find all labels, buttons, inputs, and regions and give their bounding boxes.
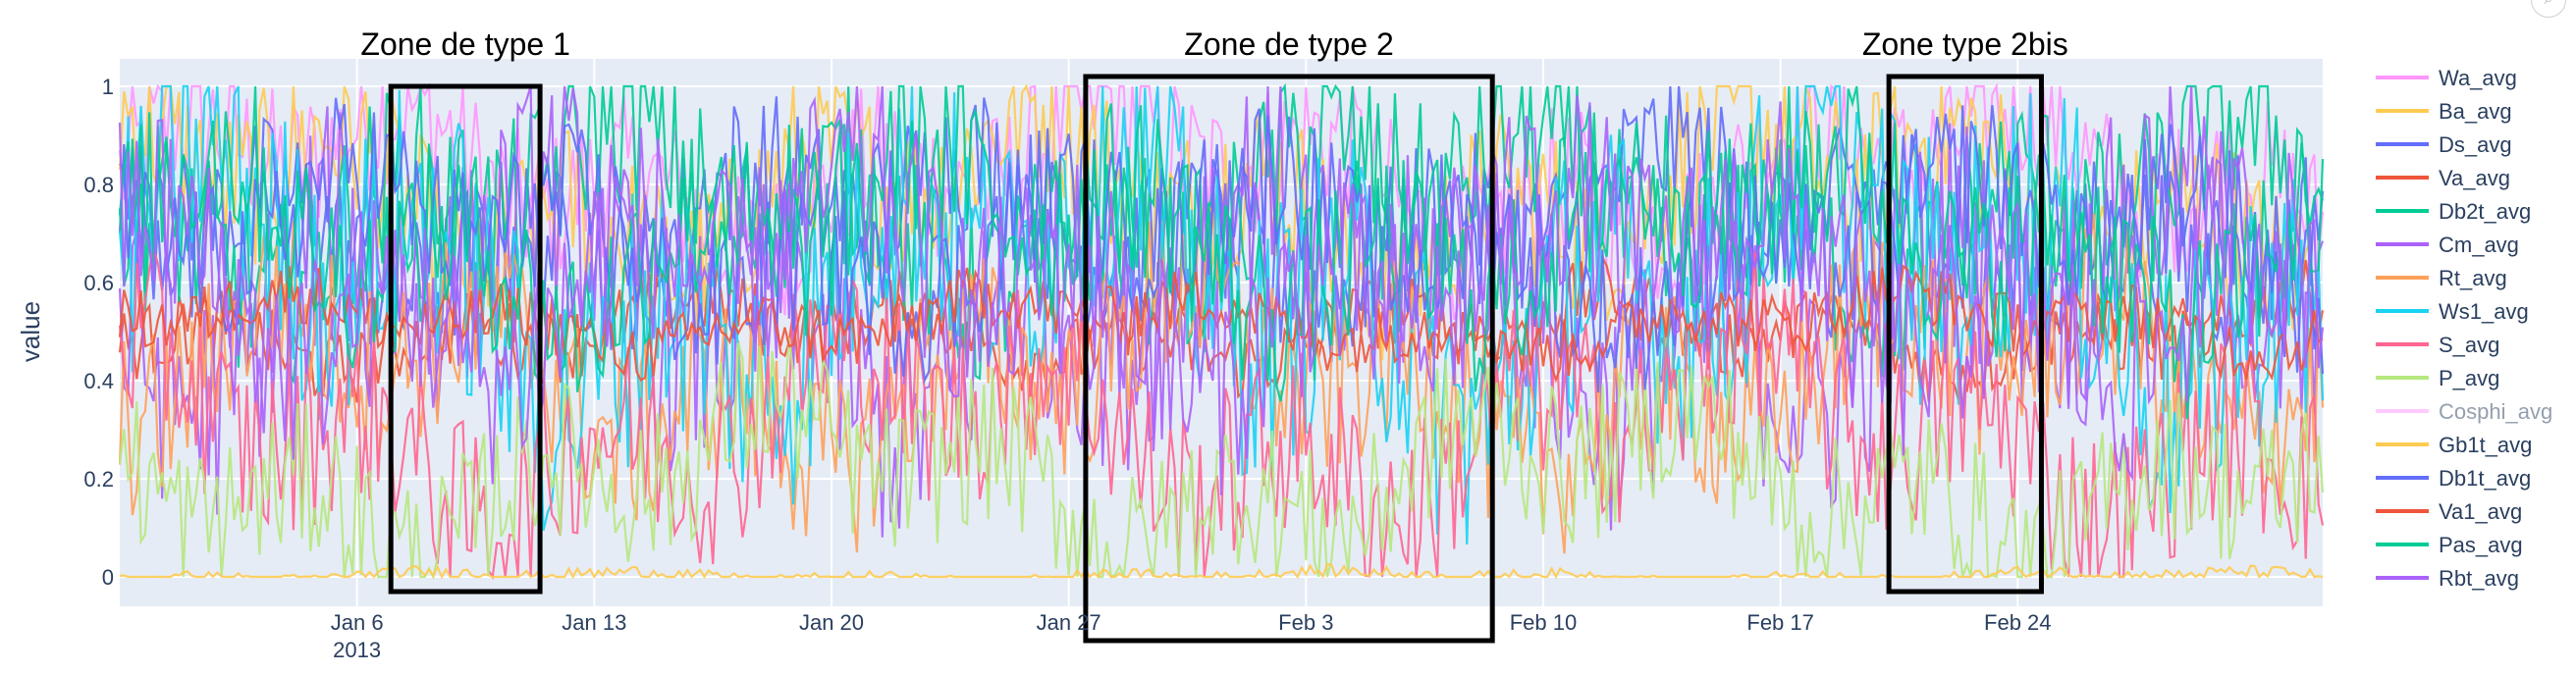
series-lines[interactable] — [118, 81, 2325, 581]
legend-label: Pas_avg — [2439, 533, 2523, 557]
y-tick-label: 0 — [102, 565, 114, 590]
legend-label: Va_avg — [2439, 166, 2510, 190]
y-tick-label: 0.8 — [83, 173, 114, 197]
legend-item-p-avg[interactable]: P_avg — [2376, 366, 2499, 390]
legend-item-db1t-avg[interactable]: Db1t_avg — [2376, 466, 2531, 491]
legend-label: S_avg — [2439, 333, 2499, 357]
legend-label: Va1_avg — [2439, 499, 2522, 524]
y-axis: 0 0.2 0.4 0.6 0.8 1 — [83, 75, 114, 590]
legend-label: Ds_avg — [2439, 132, 2512, 157]
y-tick-label: 1 — [102, 75, 114, 99]
legend[interactable]: Wa_avg Ba_avg Ds_avg Va_avg Db2t_avg Cm_avg Rt… — [2376, 66, 2552, 591]
series-line-va-avg[interactable] — [118, 253, 2325, 403]
legend-label: Db1t_avg — [2439, 466, 2531, 491]
x-tick-year: 2013 — [333, 638, 381, 662]
legend-item-rbt-avg[interactable]: Rbt_avg — [2376, 566, 2519, 591]
annotation-boxes: Zone de type 1 Zone de type 2 Zone type 2b… — [360, 26, 2068, 644]
legend-label: Ba_avg — [2439, 99, 2512, 124]
legend-item-cosphi-avg[interactable]: Cosphi_avg — [2376, 399, 2552, 424]
legend-item-ds-avg[interactable]: Ds_avg — [2376, 132, 2512, 157]
legend-item-rt-avg[interactable]: Rt_avg — [2376, 266, 2507, 290]
legend-label: Db2t_avg — [2439, 199, 2531, 224]
legend-label: Rt_avg — [2439, 266, 2507, 290]
legend-label: P_avg — [2439, 366, 2499, 390]
x-tick-label: Feb 3 — [1278, 610, 1333, 635]
annotation-label: Zone type 2bis — [1862, 26, 2068, 62]
legend-item-ws1-avg[interactable]: Ws1_avg — [2376, 299, 2529, 324]
legend-label: Ws1_avg — [2439, 299, 2529, 324]
legend-item-db2t-avg[interactable]: Db2t_avg — [2376, 199, 2531, 224]
x-tick-label: Jan 13 — [562, 610, 626, 635]
series-line-va1-avg[interactable] — [118, 264, 2324, 384]
annotation-box — [1886, 74, 2044, 595]
x-tick-label: Jan 27 — [1037, 610, 1101, 635]
y-tick-label: 0.2 — [83, 467, 114, 492]
legend-label: Rbt_avg — [2439, 566, 2519, 591]
x-tick-label: Jan 20 — [799, 610, 864, 635]
legend-item-cm-avg[interactable]: Cm_avg — [2376, 233, 2519, 257]
y-axis-title: value — [16, 301, 45, 362]
series-line-rbt-avg[interactable] — [118, 85, 2325, 495]
legend-item-va1-avg[interactable]: Va1_avg — [2376, 499, 2522, 524]
legend-item-s-avg[interactable]: S_avg — [2376, 333, 2499, 357]
y-tick-label: 0.6 — [83, 271, 114, 295]
legend-label: Cm_avg — [2439, 233, 2519, 257]
legend-item-wa-avg[interactable]: Wa_avg — [2376, 66, 2517, 90]
annotation-box — [388, 83, 543, 595]
x-tick-label: Feb 10 — [1510, 610, 1578, 635]
legend-item-pas-avg[interactable]: Pas_avg — [2376, 533, 2523, 557]
x-axis: Jan 6 2013 Jan 13 Jan 20 Jan 27 Feb 3 Feb 10 Fe… — [331, 610, 2052, 662]
annotation-label: Zone de type 2 — [1184, 26, 1393, 62]
series-line-gb1t-avg[interactable] — [119, 563, 2324, 580]
x-tick-label: Feb 24 — [1984, 610, 2052, 635]
legend-label: Wa_avg — [2439, 66, 2517, 90]
annotation-label: Zone de type 1 — [360, 26, 569, 62]
x-tick-label: Jan 6 — [331, 610, 384, 635]
legend-item-va-avg[interactable]: Va_avg — [2376, 166, 2510, 190]
legend-item-ba-avg[interactable]: Ba_avg — [2376, 99, 2512, 124]
annotation-box — [1083, 74, 1495, 644]
legend-label: Gb1t_avg — [2439, 433, 2532, 457]
x-tick-label: Feb 17 — [1746, 610, 1814, 635]
series-line-pas-avg[interactable] — [118, 84, 2325, 420]
legend-label: Cosphi_avg — [2439, 399, 2552, 424]
legend-item-gb1t-avg[interactable]: Gb1t_avg — [2376, 433, 2532, 457]
y-tick-label: 0.4 — [83, 369, 114, 393]
